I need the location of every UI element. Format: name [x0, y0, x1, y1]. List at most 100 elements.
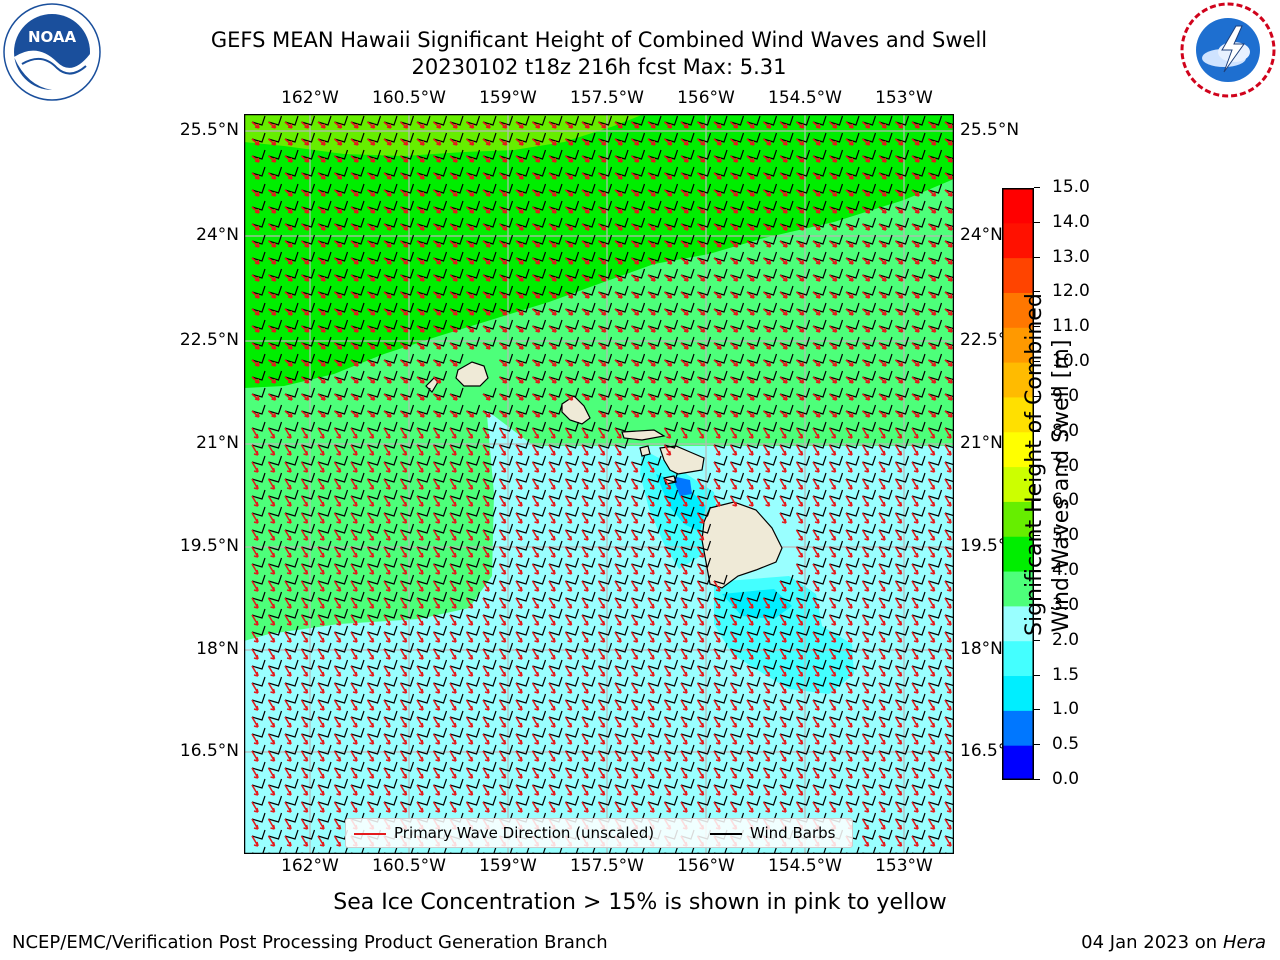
wave-direction-arrow — [663, 750, 672, 762]
wind-barb — [449, 302, 464, 313]
wave-direction-arrow — [333, 155, 343, 163]
wave-direction-arrow — [597, 359, 607, 367]
wind-barb — [664, 285, 679, 296]
wave-direction-arrow — [696, 427, 705, 439]
wind-barb — [895, 387, 910, 398]
wave-direction-arrow — [548, 597, 556, 609]
wind-barb — [845, 608, 860, 619]
wind-barb — [532, 421, 547, 432]
wind-barb — [499, 472, 514, 483]
wave-direction-arrow — [878, 767, 886, 779]
wind-barb — [482, 693, 497, 704]
wave-direction-arrow — [630, 478, 639, 490]
wind-barb — [829, 421, 844, 432]
wind-barb — [284, 302, 299, 313]
wind-barb — [598, 727, 613, 738]
wave-direction-arrow — [779, 206, 788, 214]
wind-barb — [565, 302, 580, 313]
wind-barb — [746, 455, 761, 466]
wave-direction-arrow — [300, 767, 309, 779]
wave-direction-arrow — [911, 444, 919, 456]
wave-direction-arrow — [944, 563, 952, 575]
wind-barb — [317, 438, 332, 449]
wind-barb — [433, 370, 448, 381]
wind-barb — [350, 472, 365, 483]
wind-barb — [350, 387, 365, 398]
wave-direction-arrow — [746, 750, 754, 762]
wind-barb — [713, 200, 728, 211]
wave-direction-arrow — [663, 597, 672, 609]
wave-direction-arrow — [894, 512, 903, 524]
wave-direction-arrow — [647, 342, 656, 350]
wave-direction-arrow — [416, 461, 424, 473]
wave-direction-arrow — [449, 291, 458, 299]
wind-barb — [400, 506, 415, 517]
wave-direction-arrow — [432, 121, 442, 129]
wave-direction-arrow — [696, 274, 706, 282]
wind-barb — [647, 387, 662, 398]
wave-direction-arrow — [465, 580, 474, 592]
wind-barb — [367, 421, 382, 432]
wave-direction-arrow — [449, 597, 457, 609]
wave-direction-arrow — [317, 410, 326, 418]
wind-barb — [400, 234, 415, 245]
wave-direction-arrow — [861, 206, 871, 214]
wave-direction-arrow — [350, 478, 358, 490]
wave-direction-arrow — [944, 665, 952, 677]
wave-direction-arrow — [251, 240, 260, 248]
wave-direction-arrow — [267, 189, 277, 197]
wave-direction-arrow — [416, 155, 425, 163]
wave-direction-arrow — [465, 631, 474, 643]
wave-direction-arrow — [911, 835, 919, 847]
wind-barb — [416, 115, 431, 126]
wind-barb — [350, 693, 365, 704]
wave-direction-arrow — [729, 291, 739, 299]
wind-barb — [548, 591, 563, 602]
wave-direction-arrow — [564, 444, 573, 456]
wind-barb — [433, 591, 448, 602]
wave-direction-arrow — [416, 325, 425, 333]
wind-barb — [664, 132, 679, 143]
wave-direction-arrow — [317, 801, 325, 813]
wave-direction-arrow — [284, 835, 292, 847]
wind-barb — [565, 251, 580, 262]
wave-direction-arrow — [251, 614, 259, 626]
wind-barb — [713, 574, 728, 585]
wave-direction-arrow — [894, 631, 903, 643]
wave-direction-arrow — [795, 665, 804, 677]
wave-direction-arrow — [548, 172, 557, 180]
wave-direction-arrow — [449, 750, 457, 762]
wind-barb — [268, 183, 283, 194]
wave-direction-arrow — [597, 546, 606, 558]
wind-barb — [631, 370, 646, 381]
wind-barb — [812, 234, 827, 245]
wind-barb — [350, 251, 365, 262]
wave-direction-arrow — [878, 478, 886, 490]
wave-direction-arrow — [350, 206, 359, 214]
wind-barb — [796, 659, 811, 670]
wave-direction-arrow — [878, 257, 887, 265]
wave-direction-arrow — [350, 257, 359, 265]
wind-barb — [614, 778, 629, 789]
wave-direction-arrow — [267, 274, 277, 282]
wind-barb — [631, 744, 646, 755]
wave-direction-arrow — [845, 716, 853, 728]
wave-direction-arrow — [564, 393, 574, 401]
wave-direction-arrow — [399, 240, 409, 248]
wind-barb — [746, 183, 761, 194]
wave-direction-arrow — [399, 784, 408, 796]
wave-direction-arrow — [861, 699, 870, 711]
colorbar-tick-label: 0.5 — [1052, 734, 1080, 755]
wind-barb — [482, 336, 497, 347]
wind-barb — [928, 132, 943, 143]
wave-direction-arrow — [762, 444, 771, 456]
wave-direction-arrow — [680, 342, 689, 350]
wind-barb — [433, 132, 448, 143]
wave-direction-arrow — [812, 801, 820, 813]
wind-barb — [779, 404, 794, 415]
wind-barb — [664, 115, 679, 126]
wave-direction-arrow — [284, 461, 292, 473]
wave-direction-arrow — [284, 597, 292, 609]
wind-barb — [680, 183, 695, 194]
wave-direction-arrow — [581, 648, 589, 660]
